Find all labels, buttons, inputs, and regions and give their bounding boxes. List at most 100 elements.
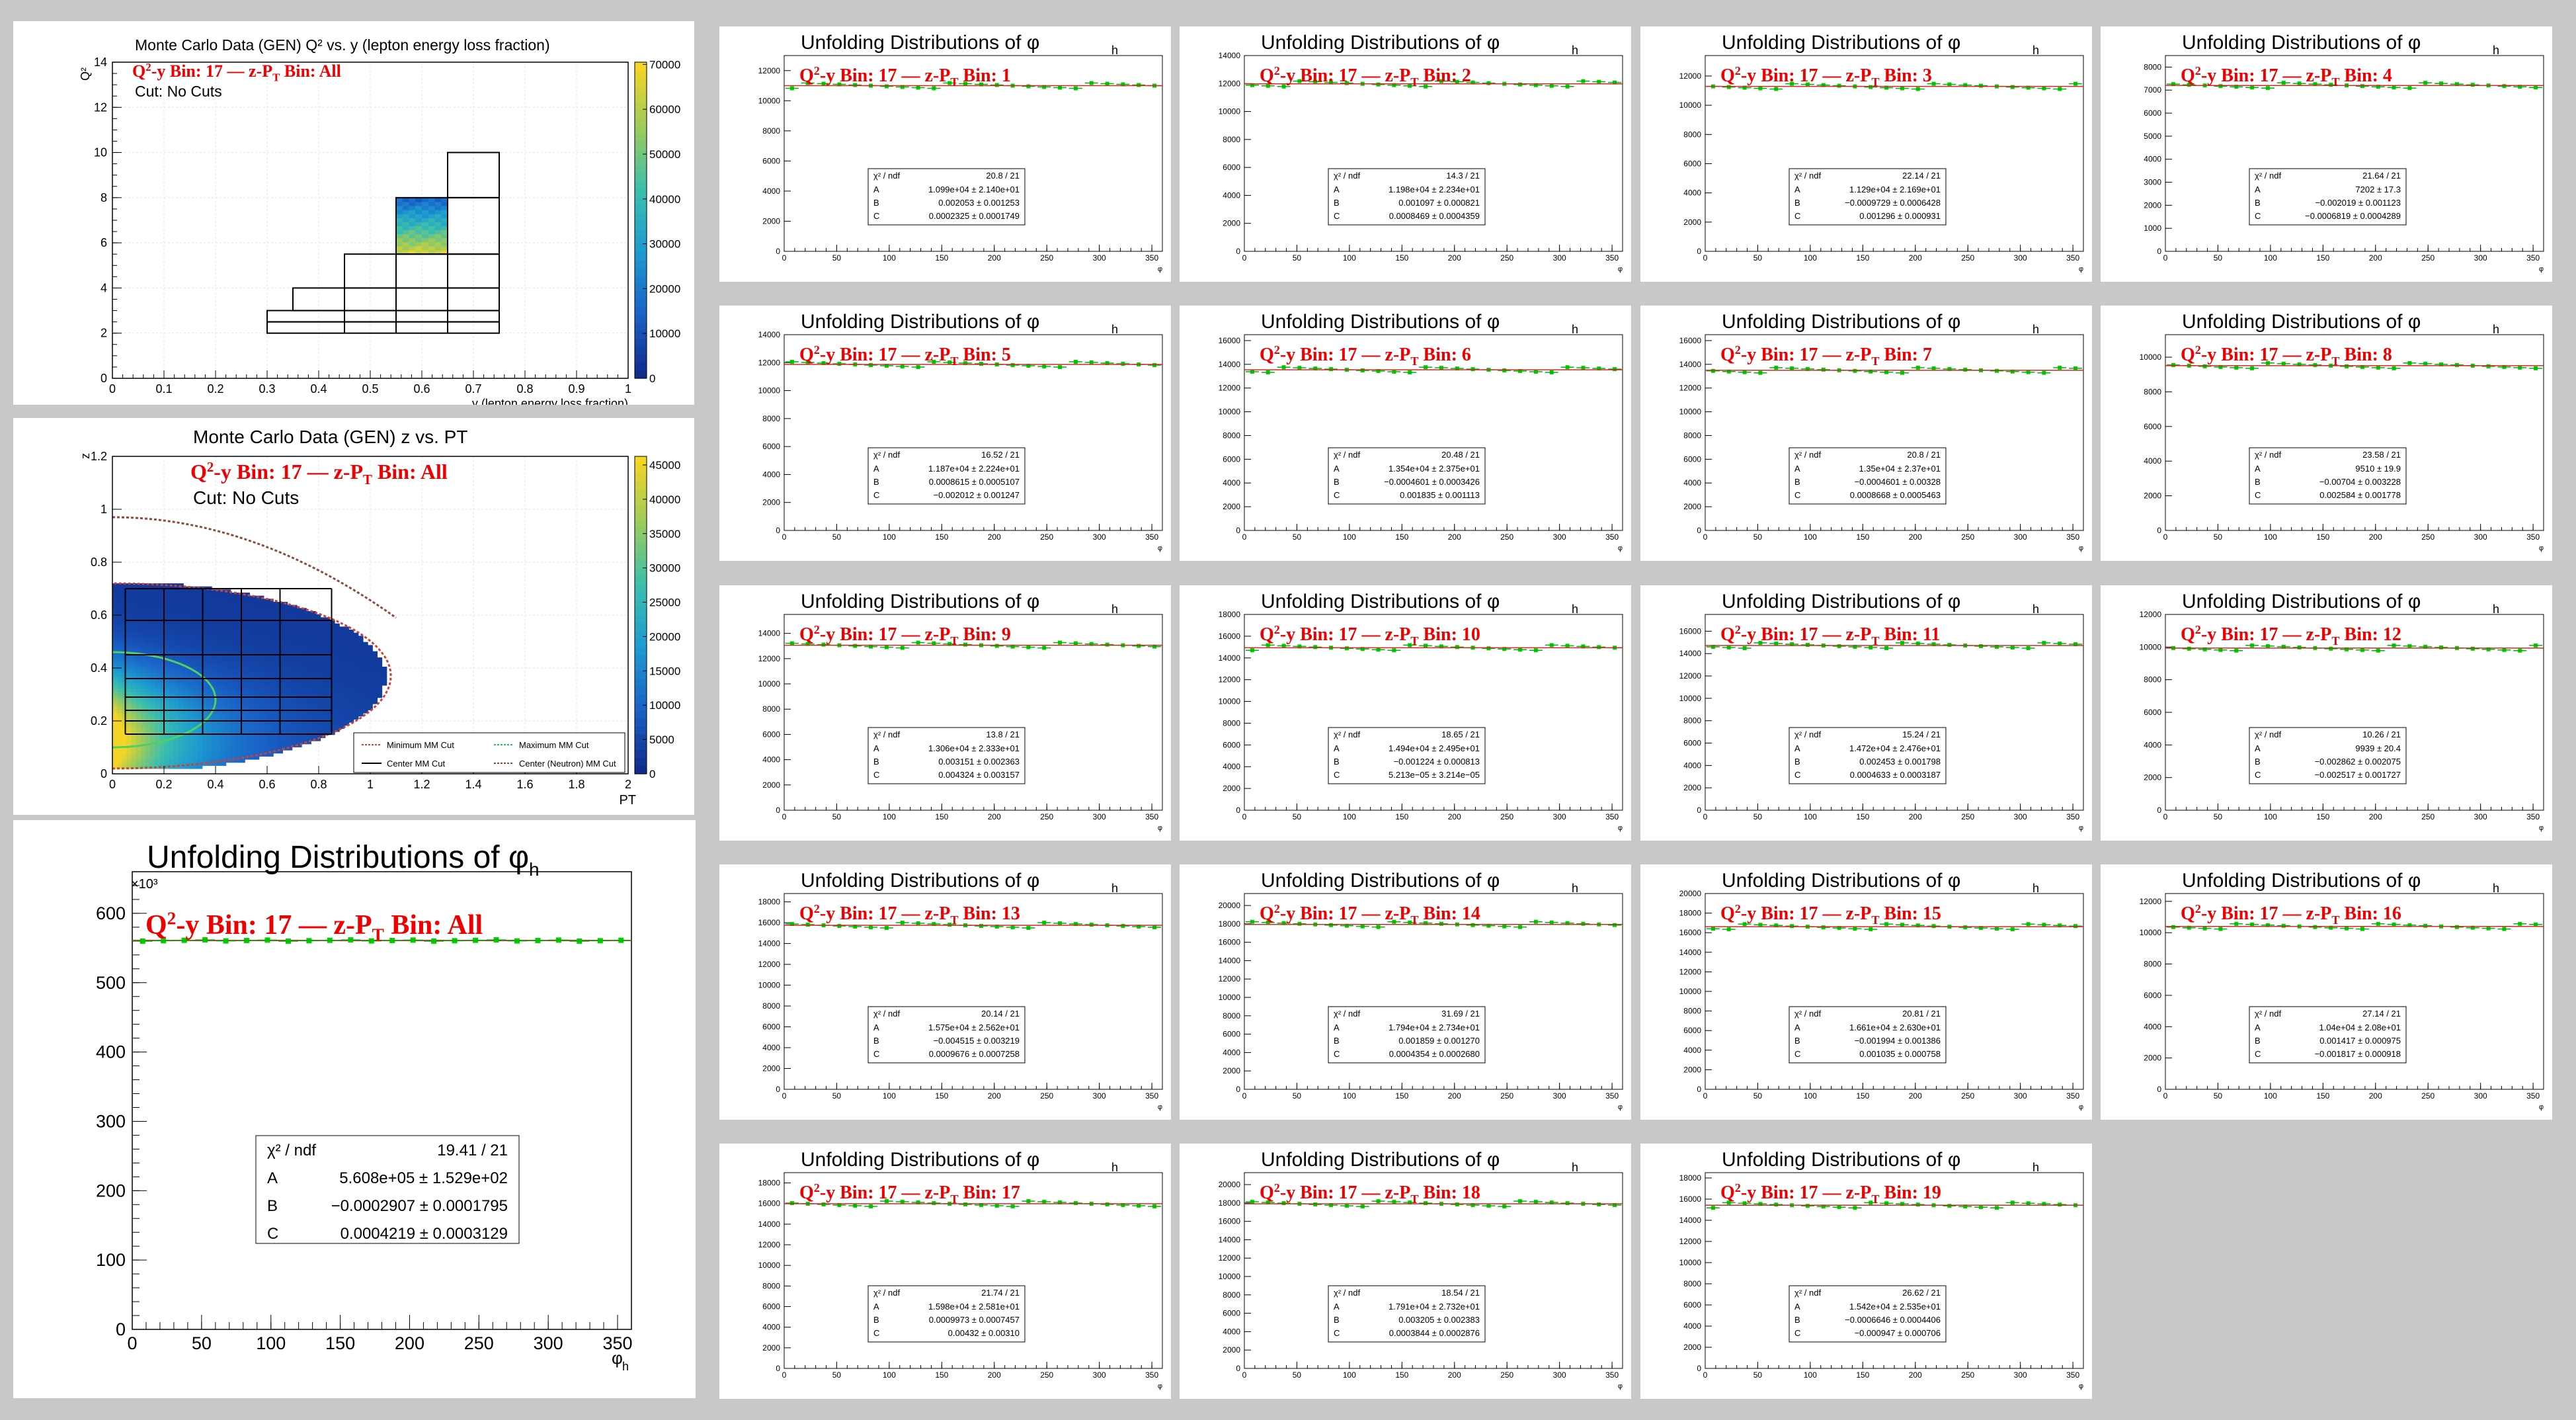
zpt-heatmap-cell — [112, 722, 118, 726]
small-x-tick-label: 250 — [2421, 532, 2435, 542]
zpt-heatmap-cell — [273, 614, 278, 618]
zpt-heatmap-cell — [140, 630, 146, 634]
zpt-heatmap-cell — [117, 682, 122, 686]
zpt-heatmap-cell — [259, 700, 264, 704]
zpt-heatmap-cell — [145, 657, 151, 661]
zpt-heatmap-cell — [173, 614, 179, 618]
zpt-heatmap-cell — [202, 700, 208, 704]
zpt-heatmap-cell — [362, 688, 368, 692]
zpt-heatmap-cell — [230, 669, 236, 673]
zpt-heatmap-cell — [263, 750, 269, 754]
zpt-heatmap-cell — [240, 651, 245, 655]
zpt-heatmap-cell — [311, 716, 317, 720]
zpt-heatmap-cell — [268, 676, 274, 680]
zpt-heatmap-cell — [131, 716, 137, 720]
zpt-heatmap-cell — [245, 620, 250, 624]
zpt-colorbar-segment — [635, 623, 647, 632]
zpt-heatmap-cell — [335, 676, 340, 680]
zpt-heatmap-cell — [377, 663, 383, 667]
zpt-heatmap-cell — [240, 657, 245, 661]
zpt-heatmap-cell — [192, 697, 198, 701]
zpt-heatmap-cell — [112, 765, 118, 769]
zpt-heatmap-cell — [179, 747, 184, 751]
zpt-heatmap-cell — [249, 679, 255, 683]
zpt-heatmap-cell — [249, 611, 255, 615]
zpt-heatmap-cell — [179, 697, 184, 701]
small-y-tick-label: 4000 — [1683, 761, 1701, 770]
zpt-legend-box — [353, 732, 625, 773]
zpt-heatmap-cell — [287, 657, 293, 661]
zpt-heatmap-cell — [377, 691, 383, 695]
zpt-heatmap-cell — [263, 722, 269, 726]
q2y-heatmap-cell — [422, 214, 429, 218]
zpt-heatmap-cell — [179, 734, 184, 738]
small-stats-box — [1328, 447, 1486, 505]
zpt-heatmap-cell — [207, 614, 212, 618]
zpt-heatmap-cell — [202, 731, 208, 735]
zpt-heatmap-cell — [164, 688, 170, 692]
zpt-heatmap-cell — [164, 626, 170, 630]
zpt-colorbar-tick-label: 0 — [649, 768, 655, 780]
zpt-heatmap-cell — [112, 611, 118, 615]
zpt-heatmap-cell — [140, 756, 146, 760]
zpt-heatmap-cell — [278, 747, 283, 751]
small-stats-param-value: 0.003151 ± 0.002363 — [938, 757, 1020, 767]
zpt-heatmap-cell — [254, 694, 260, 698]
zpt-heatmap-cell — [282, 704, 288, 708]
zpt-heatmap-cell — [268, 713, 274, 717]
zpt-heatmap-cell — [311, 648, 317, 652]
zpt-heatmap-cell — [164, 595, 170, 599]
zpt-heatmap-cell — [197, 623, 203, 627]
zpt-heatmap-cell — [173, 605, 179, 608]
zpt-heatmap-cell — [302, 608, 307, 612]
q2y-heatmap-cell — [428, 206, 435, 210]
zpt-heatmap-cell — [302, 741, 307, 745]
zpt-heatmap-cell — [263, 605, 269, 608]
zpt-heatmap-cell — [377, 669, 383, 673]
small-y-tick-label: 0 — [776, 247, 780, 256]
zpt-heatmap-cell — [164, 602, 170, 606]
zpt-heatmap-cell — [268, 679, 274, 683]
zpt-heatmap-cell — [325, 679, 331, 683]
zpt-heatmap-cell — [259, 747, 264, 751]
zpt-heatmap-cell — [216, 660, 222, 664]
small-stats-box — [2249, 168, 2407, 226]
zpt-heatmap-cell — [362, 676, 368, 680]
zpt-heatmap-cell — [268, 645, 274, 649]
zpt-heatmap-cell — [216, 756, 222, 760]
zpt-heatmap-cell — [329, 700, 335, 704]
small-x-tick-label: 300 — [2014, 532, 2027, 542]
zpt-heatmap-cell — [173, 762, 179, 766]
zpt-heatmap-cell — [159, 667, 165, 671]
zpt-heatmap-cell — [339, 682, 344, 686]
zpt-heatmap-cell — [188, 602, 194, 606]
zpt-heatmap-cell — [188, 706, 194, 710]
zpt-heatmap-cell — [249, 663, 255, 667]
zpt-heatmap-cell — [311, 623, 317, 627]
zpt-heatmap-cell — [197, 743, 203, 747]
zpt-heatmap-cell — [268, 623, 274, 627]
zpt-heatmap-cell — [159, 651, 165, 655]
small-x-tick-label: 50 — [2214, 812, 2223, 821]
small-y-tick-label: 12000 — [1679, 384, 1702, 393]
small-x-tick-label: 0 — [1242, 253, 1247, 263]
q2y-heatmap-cell — [428, 210, 435, 214]
small-stats-param-value: 1.187e+04 ± 2.224e+01 — [928, 464, 1020, 474]
zpt-heatmap-cell — [173, 694, 179, 698]
zpt-heatmap-cell — [159, 753, 165, 757]
zpt-heatmap-cell — [287, 722, 293, 726]
zpt-heatmap-cell — [140, 660, 146, 664]
zpt-heatmap-cell — [164, 691, 170, 695]
q2y-colorbar-segment — [635, 235, 647, 245]
zpt-heatmap-cell — [254, 657, 260, 661]
zpt-heatmap-cell — [221, 623, 227, 627]
zpt-heatmap-cell — [372, 660, 378, 664]
zpt-heatmap-cell — [112, 725, 118, 729]
small-x-tick-label: 350 — [1145, 253, 1158, 263]
zpt-heatmap-cell — [126, 728, 132, 732]
zpt-heatmap-cell — [179, 660, 184, 664]
zpt-heatmap-cell — [296, 722, 302, 726]
zpt-heatmap-cell — [112, 713, 118, 717]
